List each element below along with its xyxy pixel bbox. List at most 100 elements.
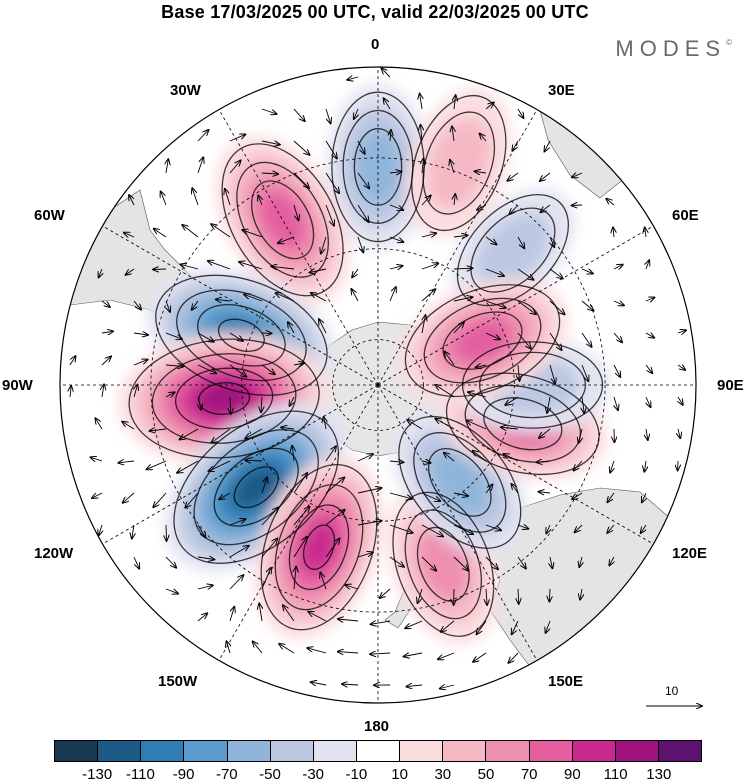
- map-disc: [60, 67, 696, 703]
- wind-arrow: [485, 103, 494, 110]
- wind-arrow: [517, 108, 524, 118]
- wind-arrow: [197, 157, 203, 174]
- wind-arrow: [390, 130, 391, 142]
- contour-line: [423, 297, 542, 384]
- colorbar-swatch: [313, 741, 357, 761]
- colorbar-tick-label: 30: [434, 766, 452, 783]
- wind-arrow: [518, 588, 519, 604]
- wind-arrow: [646, 260, 649, 270]
- wind-arrow: [150, 429, 167, 431]
- lon-label-0: 0: [371, 36, 380, 53]
- wind-arrow: [307, 648, 327, 654]
- wind-arrow: [180, 428, 199, 440]
- wind-arrow: [549, 364, 555, 383]
- colorbar: [54, 740, 702, 762]
- meridian-line: [102, 225, 379, 386]
- wind-arrow: [389, 524, 413, 533]
- wind-arrow: [229, 575, 243, 590]
- wind-arrow: [225, 189, 231, 206]
- wind-arrow: [288, 322, 295, 334]
- anomaly-cell-lon20e-positive-contour: [411, 94, 507, 232]
- wind-arrow: [613, 332, 622, 342]
- wind-arrow: [421, 556, 436, 571]
- wind-arrow: [197, 557, 214, 560]
- wind-arrow: [421, 289, 435, 302]
- lon-label-90e: 90E: [717, 377, 744, 394]
- lon-label-60w: 60W: [34, 207, 65, 224]
- wind-arrow: [454, 95, 456, 110]
- wind-arrow: [389, 266, 403, 269]
- colorbar-swatch: [227, 741, 271, 761]
- wind-arrow: [153, 269, 167, 270]
- wind-arrow: [338, 619, 359, 621]
- anomaly-cell-lon20e-positive: [406, 88, 512, 238]
- contour-line: [353, 128, 403, 206]
- wind-arrow: [384, 98, 391, 110]
- wind-arrow: [677, 365, 685, 370]
- contour-line: [176, 289, 307, 382]
- wind-arrow: [166, 300, 170, 312]
- wind-arrow: [192, 300, 199, 310]
- wind-arrow: [389, 204, 403, 210]
- wind-arrow: [517, 556, 526, 569]
- wind-arrow: [549, 268, 563, 279]
- wind-arrow: [357, 521, 382, 526]
- wind-arrow: [311, 682, 327, 685]
- wind-arrow: [118, 461, 135, 463]
- wind-arrow: [293, 204, 299, 220]
- latitude-circle: [332, 339, 424, 431]
- wind-arrow: [477, 205, 487, 210]
- wind-arrow: [613, 265, 623, 269]
- wind-arrow: [435, 419, 455, 430]
- wind-arrow: [441, 620, 455, 632]
- wind-arrow: [453, 493, 468, 496]
- wind-arrow: [549, 588, 550, 602]
- wind-arrow: [539, 492, 551, 493]
- wind-arrow: [421, 461, 431, 463]
- wind-arrow: [485, 332, 500, 339]
- wind-arrow: [582, 396, 584, 413]
- wind-arrow: [294, 567, 296, 590]
- wind-arrow: [321, 236, 327, 254]
- wind-arrow: [511, 484, 519, 494]
- wind-arrow: [133, 300, 141, 310]
- wind-arrow: [229, 161, 241, 174]
- wind-arrow: [154, 229, 167, 238]
- wind-arrow: [293, 507, 310, 526]
- wind-arrow: [147, 460, 167, 469]
- colorbar-tick-label: 130: [646, 766, 672, 783]
- contour-line: [445, 372, 600, 476]
- wind-arrow: [574, 460, 583, 471]
- colorbar-tick-label: 10: [391, 766, 408, 783]
- anomaly-level: [429, 449, 490, 515]
- contour-line: [128, 338, 320, 459]
- colorbar-tick-label: -30: [302, 766, 325, 783]
- wind-arrow: [454, 194, 455, 206]
- meridian-line: [102, 384, 379, 545]
- wind-arrow: [293, 537, 307, 558]
- wind-arrow: [581, 332, 592, 347]
- wind-arrow: [197, 524, 205, 537]
- wind-arrow: [347, 77, 359, 80]
- colorbar-swatch: [55, 741, 99, 761]
- wind-arrow: [540, 172, 551, 181]
- wind-arrow: [208, 261, 231, 270]
- wind-arrow: [645, 298, 654, 302]
- wind-arrow: [278, 236, 295, 243]
- wind-arrow: [229, 332, 243, 341]
- wind-arrow: [325, 140, 337, 158]
- wind-arrow: [325, 510, 345, 526]
- wind-arrow: [153, 492, 167, 507]
- wind-arrow: [422, 315, 426, 334]
- contour-line: [197, 304, 286, 367]
- contour-line: [233, 466, 279, 509]
- wind-arrow: [126, 268, 135, 275]
- wind-arrow: [473, 652, 487, 662]
- wind-arrow: [261, 141, 280, 145]
- wind-arrow: [165, 392, 175, 397]
- wind-arrow: [95, 418, 103, 430]
- wind-arrow: [70, 386, 71, 398]
- wind-arrow: [198, 396, 201, 410]
- lon-label-60e: 60E: [672, 207, 699, 224]
- wind-arrow: [185, 492, 199, 508]
